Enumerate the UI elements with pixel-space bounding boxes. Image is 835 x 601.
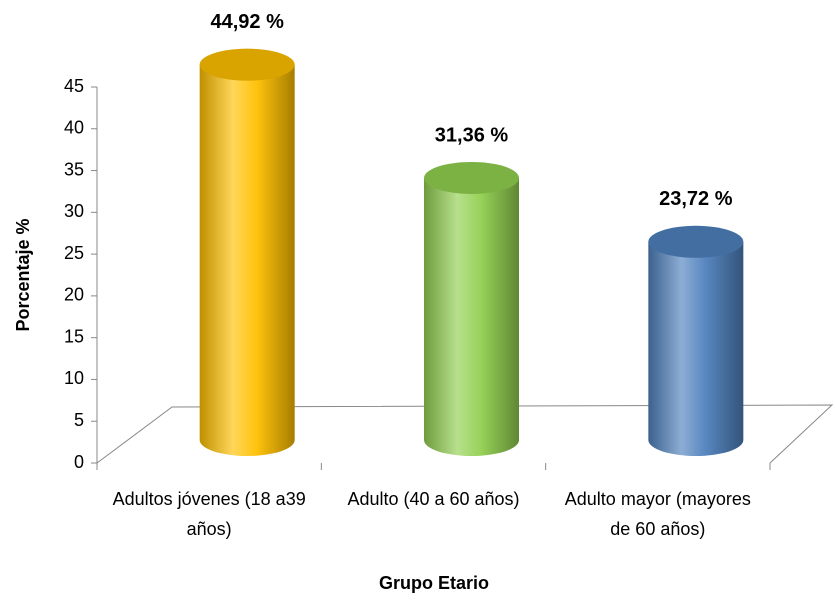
y-tick-label: 10 [64,368,84,388]
y-tick-label: 30 [64,201,84,221]
value-label: 23,72 % [659,188,733,210]
cylinder-top [648,225,744,258]
y-tick-label: 45 [64,76,84,96]
y-tick-label: 35 [64,159,84,179]
x-tick-label: Adulto mayor (mayores de 60 años) [564,489,751,539]
y-axis-label: Porcentaje % [13,218,33,331]
cylinder [648,225,744,456]
cylinder-top [199,48,295,81]
y-tick-label: 40 [64,118,84,138]
cylinder [199,48,295,456]
y-tick-label: 25 [64,243,84,263]
cylinder [424,161,519,456]
x-tick-label: Adultos jóvenes (18 a39 años) [112,489,306,539]
y-tick-label: 15 [64,326,84,346]
value-label: 31,36 % [435,124,509,146]
cylinder-body [648,241,744,456]
cylinder-top [424,161,519,194]
cylinder-body [424,177,519,456]
cylinder-body [199,64,295,456]
x-axis-label: Grupo Etario [379,573,489,593]
y-tick-label: 0 [74,452,84,472]
y-tick-label: 20 [64,285,84,305]
y-tick-label: 5 [74,410,84,430]
value-label: 44,92 % [210,11,284,33]
x-tick-label: Adulto (40 a 60 años) [347,489,520,509]
